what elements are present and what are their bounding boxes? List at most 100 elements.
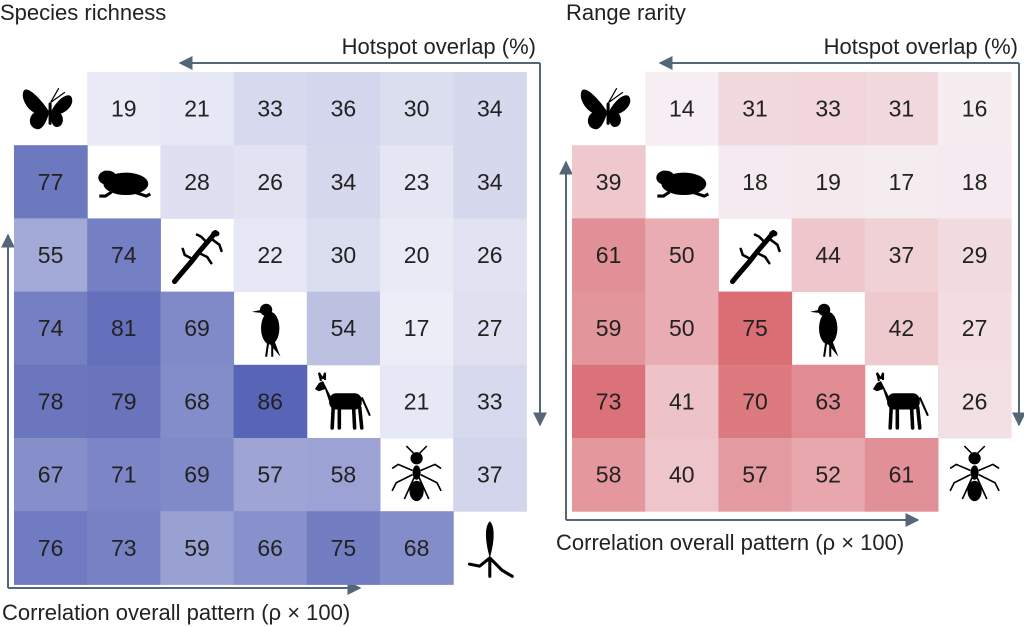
range-rarity-cell-value: 19 bbox=[815, 169, 841, 195]
species-richness-cell bbox=[233, 145, 308, 219]
species-richness-cell-value: 75 bbox=[331, 535, 357, 561]
range-rarity-cell-value: 52 bbox=[815, 462, 841, 488]
range-rarity-cell-value: 14 bbox=[669, 96, 695, 122]
range-rarity-cell-value: 41 bbox=[669, 388, 695, 414]
range-rarity-cell bbox=[791, 145, 866, 219]
species-richness-grid: 19 21 33 36 30 34 77 28 26 34 23 34 55 74 22 30 20 26 74 81… bbox=[14, 72, 527, 585]
species-richness-cell bbox=[233, 72, 308, 146]
species-richness-cell-value: 59 bbox=[184, 535, 210, 561]
species-richness-cell bbox=[160, 511, 235, 585]
species-richness-cell bbox=[160, 364, 235, 439]
range-rarity-cell-value: 40 bbox=[669, 462, 695, 488]
species-richness-cell-value: 34 bbox=[477, 96, 503, 122]
range-rarity-cell bbox=[864, 72, 939, 146]
species-richness-cell-value: 26 bbox=[257, 169, 283, 195]
butterfly-icon bbox=[22, 87, 73, 130]
range-rarity-cell-value: 31 bbox=[742, 96, 768, 122]
range-rarity-cell-value: 18 bbox=[962, 169, 988, 195]
species-richness-cell-value: 34 bbox=[477, 169, 503, 195]
bird-icon bbox=[808, 302, 840, 358]
range-rarity-cell-value: 59 bbox=[596, 315, 622, 341]
range-rarity-grid: 14 31 33 31 16 39 18 19 17 18 61 50 44 37 29 59 50 75 42 27… bbox=[572, 72, 1012, 512]
range-rarity-cell-value: 33 bbox=[815, 96, 841, 122]
species-richness-cell-value: 28 bbox=[184, 169, 210, 195]
donkey-icon bbox=[871, 371, 930, 430]
species-richness-cell-value: 34 bbox=[331, 169, 357, 195]
species-richness-cell bbox=[453, 145, 527, 219]
range-rarity-cell-value: 58 bbox=[596, 462, 622, 488]
species-richness-cell bbox=[87, 438, 161, 512]
range-rarity-cell bbox=[645, 72, 719, 146]
species-richness-cell bbox=[306, 145, 381, 219]
range-rarity-title: Range rarity bbox=[566, 0, 686, 25]
species-richness-cell-value: 79 bbox=[111, 388, 137, 414]
species-richness-cell-value: 30 bbox=[404, 96, 430, 122]
range-rarity-cell bbox=[938, 291, 1012, 366]
range-rarity-cell-value: 61 bbox=[596, 242, 622, 268]
range-rarity-cell-value: 61 bbox=[889, 462, 915, 488]
species-richness-cell-value: 36 bbox=[331, 96, 357, 122]
species-richness-cell-value: 58 bbox=[331, 462, 357, 488]
species-richness-cell bbox=[306, 438, 381, 512]
range-rarity-cell bbox=[645, 364, 719, 439]
range-rarity-cell bbox=[864, 291, 939, 366]
species-richness-correlation-label: Correlation overall pattern (ρ × 100) bbox=[2, 600, 350, 625]
species-richness-cell-value: 77 bbox=[38, 169, 64, 195]
range-rarity-cell-value: 17 bbox=[889, 169, 915, 195]
range-rarity-cell-value: 75 bbox=[742, 315, 768, 341]
lizard-icon bbox=[733, 231, 780, 282]
range-rarity-hotspot-label: Hotspot overlap (%) bbox=[824, 34, 1018, 59]
range-rarity-cell-value: 57 bbox=[742, 462, 768, 488]
species-richness-cell-value: 22 bbox=[257, 242, 283, 268]
species-richness-cell bbox=[87, 218, 161, 293]
species-richness-cell-value: 20 bbox=[404, 242, 430, 268]
species-richness-cell bbox=[306, 72, 381, 146]
species-richness-cell-value: 37 bbox=[477, 462, 503, 488]
species-richness-hotspot-label: Hotspot overlap (%) bbox=[342, 34, 536, 59]
species-richness-cell-value: 74 bbox=[38, 315, 64, 341]
plant-icon bbox=[467, 519, 514, 578]
species-richness-panel: Species richness Hotspot overlap (%) Cor… bbox=[0, 0, 547, 625]
range-rarity-cell-value: 70 bbox=[742, 388, 768, 414]
range-rarity-cell-value: 44 bbox=[815, 242, 841, 268]
species-richness-cell-value: 23 bbox=[404, 169, 430, 195]
bird-icon bbox=[250, 302, 282, 358]
species-richness-cell-value: 26 bbox=[477, 242, 503, 268]
range-rarity-cell bbox=[938, 364, 1012, 439]
range-rarity-cell bbox=[938, 72, 1012, 146]
species-richness-cell-value: 73 bbox=[111, 535, 137, 561]
species-richness-cell-value: 76 bbox=[38, 535, 64, 561]
species-richness-cell bbox=[14, 145, 88, 219]
species-richness-cell-value: 69 bbox=[184, 315, 210, 341]
species-richness-cell bbox=[233, 438, 308, 512]
range-rarity-cell bbox=[791, 438, 866, 512]
species-richness-cell bbox=[380, 145, 454, 219]
species-richness-cell-value: 71 bbox=[111, 462, 137, 488]
range-rarity-cell-value: 27 bbox=[962, 315, 988, 341]
range-rarity-cell bbox=[645, 438, 719, 512]
range-rarity-cell-value: 16 bbox=[962, 96, 988, 122]
frog-icon bbox=[96, 169, 152, 198]
species-richness-cell bbox=[160, 438, 235, 512]
species-richness-cell-value: 69 bbox=[184, 462, 210, 488]
species-richness-cell bbox=[233, 218, 308, 293]
range-rarity-cell bbox=[791, 218, 866, 293]
range-rarity-cell bbox=[645, 218, 719, 293]
range-rarity-cell-value: 37 bbox=[889, 242, 915, 268]
range-rarity-cell-value: 63 bbox=[815, 388, 841, 414]
species-richness-cell bbox=[233, 511, 308, 585]
range-rarity-cell bbox=[645, 291, 719, 366]
range-rarity-correlation-label: Correlation overall pattern (ρ × 100) bbox=[556, 530, 904, 555]
species-richness-cell bbox=[14, 291, 88, 366]
range-rarity-cell bbox=[718, 145, 793, 219]
range-rarity-cell-value: 42 bbox=[889, 315, 915, 341]
species-richness-cell bbox=[87, 72, 161, 146]
species-richness-cell bbox=[453, 72, 527, 146]
range-rarity-cell bbox=[718, 364, 793, 439]
species-richness-cell-value: 66 bbox=[257, 535, 283, 561]
species-richness-cell-value: 74 bbox=[111, 242, 137, 268]
range-rarity-cell-value: 18 bbox=[742, 169, 768, 195]
species-richness-cell-value: 86 bbox=[257, 388, 283, 414]
species-richness-cell bbox=[453, 218, 527, 293]
